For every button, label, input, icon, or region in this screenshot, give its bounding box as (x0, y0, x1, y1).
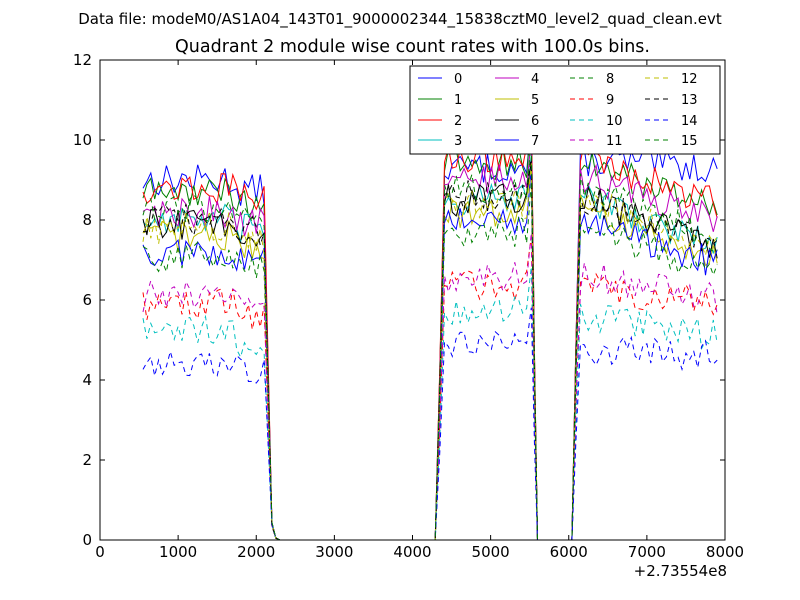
series-line-4 (142, 137, 718, 540)
series-line-12 (142, 163, 718, 540)
series-line-9 (142, 236, 718, 540)
legend-label-7: 7 (531, 134, 539, 149)
legend-label-4: 4 (531, 72, 539, 87)
series-line-10 (142, 266, 718, 540)
x-tick-label-4000: 4000 (393, 543, 431, 561)
y-tick-label-6: 6 (82, 291, 92, 309)
series-line-7 (142, 168, 718, 540)
y-tick-label-4: 4 (82, 371, 92, 389)
legend-label-6: 6 (531, 114, 539, 129)
series-line-2 (142, 109, 718, 540)
legend-label-8: 8 (606, 72, 614, 87)
series-line-15 (142, 137, 718, 540)
x-tick-label-1000: 1000 (159, 543, 197, 561)
x-tick-label-0: 0 (95, 543, 105, 561)
legend-label-11: 11 (606, 134, 623, 149)
legend-label-0: 0 (454, 72, 462, 87)
figure-suptitle: Data file: modeM0/AS1A04_143T01_90000023… (78, 10, 722, 28)
series-line-1 (142, 114, 718, 540)
legend-label-12: 12 (681, 72, 698, 87)
chart-title: Quadrant 2 module wise count rates with … (175, 37, 650, 57)
legend-label-1: 1 (454, 93, 462, 108)
y-tick-label-2: 2 (82, 451, 92, 469)
series-line-13 (143, 157, 718, 540)
legend-label-10: 10 (606, 114, 623, 129)
legend-label-3: 3 (454, 134, 462, 149)
legend-box (409, 65, 721, 155)
x-tick-label-5000: 5000 (472, 543, 510, 561)
series-group (142, 109, 718, 540)
series-line-11 (142, 233, 718, 540)
legend-label-15: 15 (681, 134, 698, 149)
y-tick-label-10: 10 (73, 131, 92, 149)
y-tick-label-12: 12 (73, 51, 92, 69)
series-line-6 (142, 161, 718, 540)
x-tick-label-3000: 3000 (315, 543, 353, 561)
legend-label-14: 14 (681, 114, 698, 129)
x-tick-label-2000: 2000 (237, 543, 275, 561)
legend-label-2: 2 (454, 114, 462, 129)
y-tick-label-0: 0 (82, 531, 92, 549)
x-tick-label-7000: 7000 (628, 543, 666, 561)
y-tick-label-8: 8 (82, 211, 92, 229)
x-tick-label-8000: 8000 (706, 543, 744, 561)
series-line-0 (142, 116, 718, 540)
legend-label-9: 9 (606, 93, 614, 108)
x-offset-label: +2.73554e8 (633, 562, 727, 580)
x-tick-label-6000: 6000 (550, 543, 588, 561)
legend-label-13: 13 (681, 93, 698, 108)
series-line-14 (142, 307, 718, 540)
legend-label-5: 5 (531, 93, 539, 108)
series-line-8 (142, 182, 718, 540)
